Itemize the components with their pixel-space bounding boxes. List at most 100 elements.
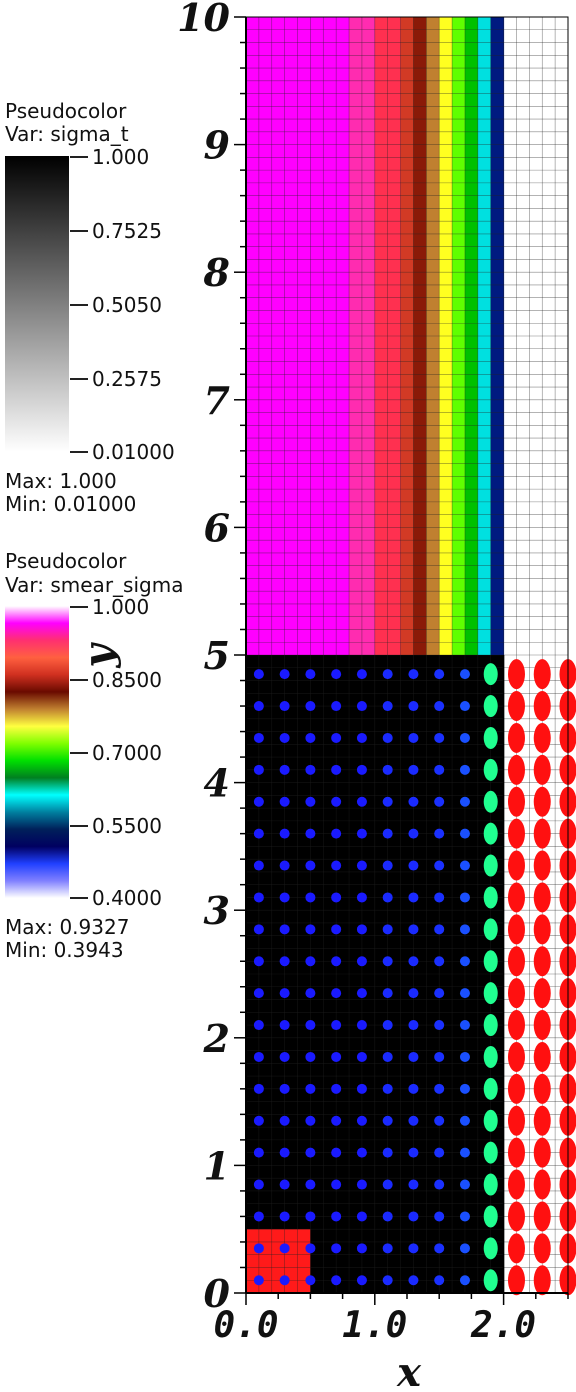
data-point: [331, 860, 342, 871]
data-point: [533, 914, 551, 945]
data-point: [305, 1275, 316, 1286]
data-point: [408, 732, 419, 743]
data-point: [483, 950, 498, 973]
data-point: [483, 1109, 498, 1132]
data-point: [459, 988, 470, 999]
data-point: [507, 1105, 525, 1136]
data-point: [356, 732, 367, 743]
data-point: [253, 892, 264, 903]
data-point: [382, 1179, 393, 1190]
data-point: [507, 1010, 525, 1041]
data-point: [305, 669, 316, 680]
legend1-title: Pseudocolor: [5, 99, 127, 123]
data-point: [408, 1179, 419, 1190]
data-point: [434, 1115, 445, 1126]
data-point: [382, 1275, 393, 1286]
data-point: [253, 1147, 264, 1158]
data-point: [459, 764, 470, 775]
data-point: [408, 924, 419, 935]
legend2-tick-mark: [70, 606, 88, 608]
data-point: [305, 1083, 316, 1094]
data-point: [434, 924, 445, 935]
data-point: [279, 669, 290, 680]
data-point: [483, 663, 498, 686]
data-point: [483, 1173, 498, 1196]
data-point: [305, 1115, 316, 1126]
data-point: [253, 1115, 264, 1126]
data-point: [408, 892, 419, 903]
data-point: [507, 659, 525, 690]
legend1-tick-mark: [70, 451, 88, 453]
data-point: [253, 1179, 264, 1190]
data-point: [434, 956, 445, 967]
legend2-tick-mark: [70, 679, 88, 681]
data-point: [533, 978, 551, 1009]
data-point: [305, 1020, 316, 1031]
data-point: [507, 1137, 525, 1168]
legend1-max: Max: 1.000: [5, 469, 117, 493]
data-point: [305, 924, 316, 935]
data-point: [382, 1211, 393, 1222]
data-point: [356, 1211, 367, 1222]
data-point: [279, 764, 290, 775]
legend1-tick-mark: [70, 156, 88, 158]
data-point: [533, 818, 551, 849]
data-point: [305, 860, 316, 871]
data-point: [408, 669, 419, 680]
data-point: [507, 1233, 525, 1264]
data-point: [331, 1179, 342, 1190]
data-point: [305, 828, 316, 839]
legend2-title: Pseudocolor: [5, 549, 127, 573]
data-point: [459, 1243, 470, 1254]
data-point: [253, 988, 264, 999]
data-point: [483, 982, 498, 1005]
data-point: [356, 924, 367, 935]
y-tick-label: 5: [204, 633, 230, 678]
data-point: [356, 1275, 367, 1286]
data-point: [434, 1147, 445, 1158]
data-point: [533, 1073, 551, 1104]
data-point: [305, 796, 316, 807]
legend2-colorbar: [5, 606, 69, 898]
data-point: [331, 828, 342, 839]
data-point: [382, 1147, 393, 1158]
data-point: [483, 1237, 498, 1260]
y-tick-label: 8: [203, 250, 230, 295]
data-point: [459, 1051, 470, 1062]
y-tick-label: 0: [204, 1271, 231, 1316]
data-point: [483, 886, 498, 909]
data-point: [434, 764, 445, 775]
data-point: [408, 1083, 419, 1094]
legend2-tick-mark: [70, 752, 88, 754]
data-point: [382, 1020, 393, 1031]
data-point: [305, 956, 316, 967]
data-point: [356, 1051, 367, 1062]
data-point: [356, 796, 367, 807]
data-point: [279, 924, 290, 935]
data-point: [279, 1020, 290, 1031]
data-point: [459, 1147, 470, 1158]
data-point: [382, 1051, 393, 1062]
data-point: [331, 1243, 342, 1254]
data-point: [408, 828, 419, 839]
y-tick-label: 9: [204, 123, 230, 168]
data-point: [434, 701, 445, 712]
y-axis-label: y: [75, 642, 122, 669]
legend2-tick-label: 0.7000: [92, 741, 162, 765]
data-point: [382, 988, 393, 999]
data-point: [279, 1147, 290, 1158]
data-point: [331, 1020, 342, 1031]
data-point: [305, 764, 316, 775]
data-point: [533, 786, 551, 817]
data-point: [434, 828, 445, 839]
data-point: [279, 956, 290, 967]
data-point: [459, 828, 470, 839]
data-point: [507, 882, 525, 913]
data-point: [279, 732, 290, 743]
data-point: [253, 796, 264, 807]
legend1-tick-mark: [70, 230, 88, 232]
legend2-tick-mark: [70, 825, 88, 827]
data-point: [331, 1083, 342, 1094]
data-point: [459, 1083, 470, 1094]
